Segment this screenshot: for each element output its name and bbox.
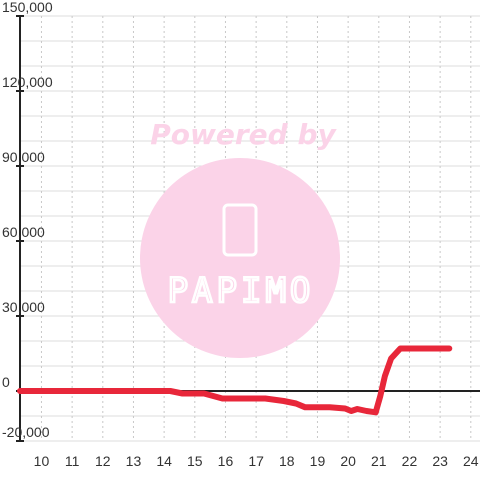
x-tick-label: 21 (371, 453, 387, 469)
y-tick-label: 90,000 (2, 149, 45, 165)
x-tick-label: 14 (156, 453, 172, 469)
x-tick-label: 24 (463, 453, 479, 469)
x-tick-label: 13 (126, 453, 142, 469)
x-tick-label: 17 (248, 453, 264, 469)
y-tick-label: 60,000 (2, 224, 45, 240)
watermark: Powered by PAPIMO (140, 118, 340, 358)
x-tick-label: 11 (65, 453, 80, 469)
x-tick-label: 12 (95, 453, 111, 469)
x-tick-label: 15 (187, 453, 203, 469)
y-tick-label: 150,000 (2, 0, 53, 15)
x-tick-label: 10 (34, 453, 50, 469)
y-tick-label: -20,000 (2, 424, 50, 440)
watermark-caption: Powered by (150, 118, 337, 151)
y-tick-label: 30,000 (2, 299, 45, 315)
x-tick-label: 22 (402, 453, 418, 469)
watermark-brand: PAPIMO (168, 271, 315, 311)
x-tick-label: 16 (218, 453, 234, 469)
tick-labels: -20,000 0 30,000 60,000 90,000 120,000 150,000… (2, 0, 479, 469)
watermark-circle (140, 158, 340, 358)
y-tick-label: 120,000 (2, 74, 53, 90)
series-layer (17, 345, 453, 416)
watermark-phone-icon (222, 203, 258, 257)
x-tick-label: 20 (340, 453, 356, 469)
x-tick-label: 19 (310, 453, 326, 469)
grid (20, 15, 480, 442)
x-tick-label: 18 (279, 453, 295, 469)
series-line (17, 345, 453, 416)
x-tick-label: 23 (432, 453, 448, 469)
y-tick-label: 0 (2, 374, 10, 390)
